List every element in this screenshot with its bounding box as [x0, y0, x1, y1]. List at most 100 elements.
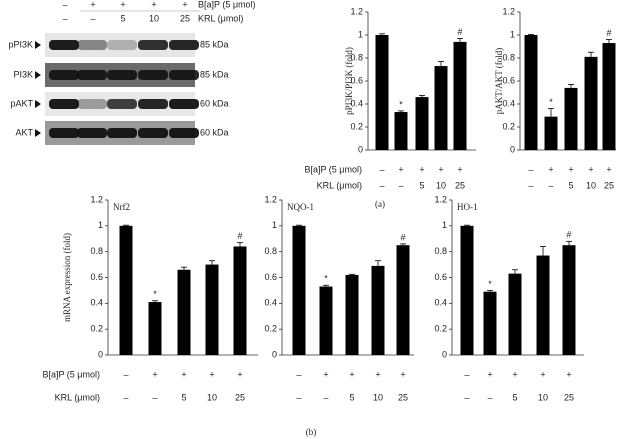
y-tick-label: 1	[272, 220, 277, 230]
y-tick-label: 1.2	[350, 6, 363, 16]
treatment: 5	[419, 180, 424, 190]
blot-band	[169, 70, 199, 80]
chart-title: Nrf2	[113, 202, 130, 212]
significance-marker: *	[488, 279, 492, 289]
bar	[415, 97, 429, 150]
blot-treatment: +	[120, 0, 125, 9]
treatment: 5	[181, 392, 186, 402]
treatment: –	[464, 392, 469, 402]
bar	[292, 225, 306, 355]
bar	[483, 291, 497, 355]
blot-row-label: pPI3K	[8, 39, 33, 49]
treatment: +	[568, 164, 573, 174]
significance-marker: #	[566, 230, 571, 240]
significance-marker: #	[606, 28, 611, 38]
treatment: –	[548, 180, 553, 190]
blot-band	[138, 99, 168, 109]
y-tick-label: 0	[98, 349, 103, 359]
treatment: +	[375, 369, 380, 379]
blot-treatment-label: KRL (μmol)	[198, 13, 243, 23]
bar	[148, 302, 162, 355]
treatment: +	[512, 369, 517, 379]
treatment: +	[457, 164, 462, 174]
treatment: –	[123, 369, 128, 379]
blot-band	[77, 70, 107, 80]
blot-band	[169, 128, 199, 138]
treatment: –	[152, 392, 157, 402]
treatment: +	[548, 164, 553, 174]
treatment: –	[296, 369, 301, 379]
treatment: +	[237, 369, 242, 379]
treatment: +	[323, 369, 328, 379]
blot-treatment: 10	[149, 13, 159, 23]
y-tick-label: 0	[272, 349, 277, 359]
y-tick-label: 0.4	[264, 298, 277, 308]
blot-treatment: 25	[180, 13, 190, 23]
treatment: –	[379, 180, 384, 190]
blot-arrow	[35, 71, 41, 79]
treatment: 10	[207, 392, 217, 402]
y-axis-label: mRNA expression (fold)	[62, 233, 72, 322]
blot-band	[107, 70, 137, 80]
blot-band	[49, 70, 79, 80]
blot-size-label: 85 kDa	[200, 69, 229, 79]
y-tick-label: 0	[358, 144, 363, 154]
treatment: –	[464, 369, 469, 379]
treatment-label: B[a]P (5 μmol)	[304, 164, 362, 174]
y-tick-label: 0.2	[264, 324, 277, 334]
treatment: –	[487, 392, 492, 402]
bar	[564, 87, 578, 150]
bar	[396, 245, 410, 355]
treatment: 5	[568, 180, 573, 190]
treatment: –	[398, 180, 403, 190]
treatment: –	[528, 180, 533, 190]
bar	[434, 66, 448, 150]
y-axis-label: pPI3K/PI3K (fold)	[344, 47, 354, 115]
blot-row-label: pAKT	[10, 98, 33, 108]
bar	[371, 265, 385, 355]
blot-treatment: +	[182, 0, 187, 9]
bar	[602, 43, 616, 150]
significance-marker: *	[153, 289, 157, 299]
treatment: +	[588, 164, 593, 174]
blot-treatment: 5	[120, 13, 125, 23]
treatment-label: B[a]P (5 μmol)	[42, 369, 100, 379]
blot-size-label: 60 kDa	[200, 127, 229, 137]
blot-band	[138, 128, 168, 138]
bar	[233, 246, 247, 355]
bar	[394, 112, 408, 150]
treatment: +	[181, 369, 186, 379]
y-tick-label: 1	[510, 29, 515, 39]
panel-label: (b)	[306, 427, 317, 437]
blot-treatment: –	[62, 13, 67, 23]
y-tick-label: 0.4	[90, 298, 103, 308]
treatment: 10	[586, 180, 596, 190]
blot-row-label: PI3K	[13, 69, 33, 79]
y-tick-label: 0.8	[434, 246, 447, 256]
y-tick-label: 1	[358, 29, 363, 39]
y-tick-label: 1.2	[90, 194, 103, 204]
treatment: +	[152, 369, 157, 379]
bar	[205, 264, 219, 355]
y-tick-label: 0	[510, 144, 515, 154]
bar	[453, 41, 467, 150]
bar	[562, 245, 576, 355]
chart-title: HO-1	[457, 202, 478, 212]
blot-treatment: +	[151, 0, 156, 9]
y-tick-label: 0.6	[434, 272, 447, 282]
treatment: 10	[436, 180, 446, 190]
y-tick-label: 0	[442, 349, 447, 359]
y-tick-label: 0.4	[502, 98, 515, 108]
y-tick-label: 0.8	[90, 246, 103, 256]
y-tick-label: 0.8	[502, 52, 515, 62]
treatment: +	[400, 369, 405, 379]
treatment-label: KRL (μmol)	[317, 180, 362, 190]
blot-band	[138, 70, 168, 80]
blot-treatment: +	[90, 0, 95, 9]
chart-title: NQO-1	[287, 202, 314, 212]
blot-treatment-label: B[a]P (5 μmol)	[198, 0, 256, 9]
significance-marker: #	[237, 231, 242, 241]
bar	[584, 56, 598, 150]
blot-band	[77, 99, 107, 109]
treatment: +	[540, 369, 545, 379]
